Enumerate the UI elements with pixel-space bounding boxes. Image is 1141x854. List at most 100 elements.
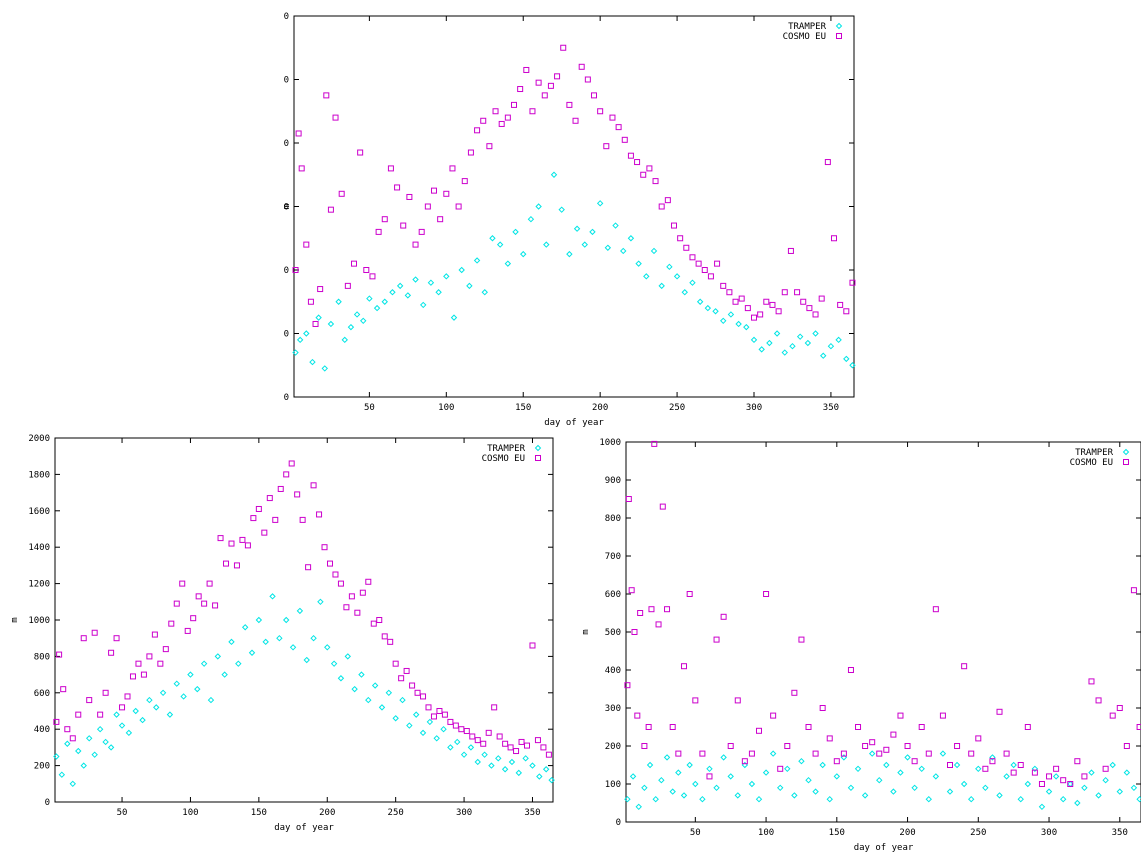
cosmo-eu-point <box>295 130 302 137</box>
cosmo-eu-point <box>496 733 503 740</box>
tramper-point <box>113 711 120 718</box>
cosmo-eu-point <box>140 671 147 678</box>
legend-label: TRAMPER <box>1075 448 1114 458</box>
x-tick-label: 50 <box>690 828 701 838</box>
cosmo-eu-point <box>338 190 345 197</box>
cosmo-eu-point <box>312 320 319 327</box>
tramper-point <box>512 228 519 236</box>
tramper-point <box>64 740 71 747</box>
cosmo-eu-point <box>443 190 450 197</box>
cosmo-eu-point <box>560 44 567 51</box>
cosmo-eu-point <box>615 124 622 131</box>
tramper-point <box>805 776 812 784</box>
cosmo-eu-point <box>932 606 939 613</box>
cosmo-eu-point <box>1102 765 1109 772</box>
cosmo-eu-point <box>692 697 699 704</box>
y-tick-label: 900 <box>605 476 621 486</box>
tramper-point <box>581 241 588 248</box>
cosmo-eu-point <box>452 722 459 729</box>
tramper-point <box>542 766 550 773</box>
cosmo-eu-point <box>375 228 382 235</box>
tramper-point <box>883 761 890 769</box>
x-tick-label: 250 <box>669 403 685 413</box>
tramper-point <box>419 729 427 737</box>
cosmo-eu-point <box>467 149 474 156</box>
tramper-point <box>1067 780 1074 788</box>
cosmo-eu-point <box>777 765 784 772</box>
cosmo-eu-point <box>455 203 462 210</box>
cosmo-eu-point <box>518 738 525 745</box>
cosmo-eu-point <box>431 187 437 194</box>
cosmo-eu-point <box>818 295 825 302</box>
cosmo-eu-point <box>310 482 317 489</box>
cosmo-eu-point <box>1136 724 1141 730</box>
cosmo-eu-point <box>307 298 314 305</box>
x-tick-label: 50 <box>117 808 128 818</box>
tramper-point <box>652 795 659 803</box>
tramper-point <box>911 784 918 792</box>
tramper-point <box>812 330 819 337</box>
cosmo-eu-point <box>775 308 782 315</box>
tramper-point <box>876 776 883 784</box>
cosmo-eu-point <box>363 267 370 273</box>
cosmo-eu-point <box>831 235 837 242</box>
cosmo-eu-point <box>190 615 197 622</box>
tramper-point <box>953 761 961 769</box>
tramper-point <box>968 795 975 803</box>
tramper-point <box>543 241 550 248</box>
tramper-point <box>658 776 665 784</box>
tramper-point <box>604 244 612 251</box>
cosmo-eu-point <box>80 635 87 642</box>
cosmo-eu-point <box>511 101 517 108</box>
cosmo-eu-point <box>277 485 284 492</box>
tramper-point <box>798 757 805 765</box>
tramper-point <box>692 780 699 788</box>
cosmo-eu-point <box>124 693 131 700</box>
tramper-point <box>447 744 454 751</box>
cosmo-eu-point <box>332 571 339 578</box>
cosmo-eu-point <box>332 114 339 121</box>
cosmo-eu-point <box>201 600 208 607</box>
cosmo-eu-point <box>491 704 498 711</box>
grid-ticks: 0 200 400 600 800 1000 1200 50 100 150 200 250 300 35… <box>283 12 854 413</box>
cosmo-eu-point <box>480 117 487 124</box>
tramper-point <box>289 644 297 651</box>
tramper-point <box>296 607 304 615</box>
cosmo-eu-point <box>833 758 840 765</box>
tramper-point <box>522 755 529 762</box>
y-tick-label: 100 <box>605 780 621 790</box>
tramper-point <box>897 769 904 776</box>
cosmo-eu-point <box>996 708 1003 715</box>
cosmo-eu-point <box>939 712 946 719</box>
cosmo-eu-point <box>529 108 536 115</box>
tramper-point <box>474 758 481 766</box>
x-tick-label: 100 <box>182 808 198 818</box>
tramper-point <box>341 336 348 344</box>
cosmo-eu-point <box>403 667 410 674</box>
x-tick-label: 350 <box>524 808 540 818</box>
tramper-point <box>373 304 381 312</box>
tramper-point <box>466 282 473 290</box>
tramper-point <box>812 788 819 795</box>
cosmo-eu-point <box>975 735 982 742</box>
cosmo-eu-point <box>64 726 71 733</box>
cosmo-eu-point <box>394 184 401 191</box>
cosmo-eu-point <box>812 750 819 757</box>
tramper-point <box>153 704 160 711</box>
tramper-point <box>309 358 316 366</box>
cosmo-eu-point <box>554 73 561 80</box>
cosmo-eu-point <box>250 515 257 522</box>
tramper-point <box>85 735 93 742</box>
tramper-point <box>566 250 573 258</box>
tramper-point <box>96 725 104 733</box>
cosmo-eu-point <box>507 744 514 751</box>
cosmo-eu-point <box>655 621 662 628</box>
cosmo-eu-point <box>904 743 911 749</box>
tramper-point <box>473 257 481 264</box>
tramper-point <box>1136 795 1141 803</box>
tramper-point <box>946 788 954 795</box>
cosmo-eu-point <box>129 673 136 680</box>
x-axis-label: day of year <box>544 418 604 428</box>
cosmo-eu-point <box>646 165 653 172</box>
cosmo-eu-point <box>425 704 432 711</box>
